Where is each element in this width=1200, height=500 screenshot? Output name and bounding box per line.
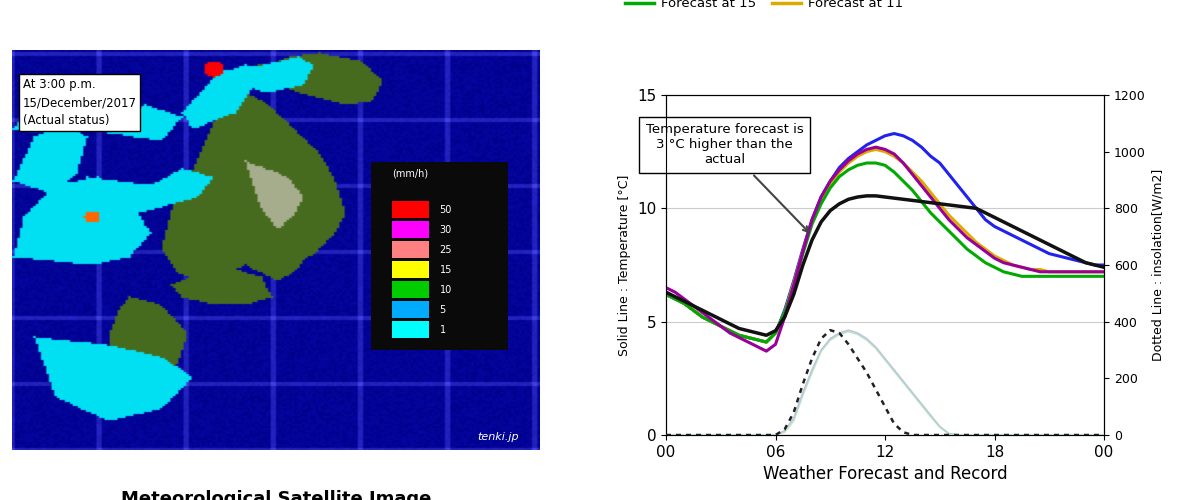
- X-axis label: Weather Forecast and Record: Weather Forecast and Record: [763, 466, 1007, 483]
- Bar: [392, 321, 430, 338]
- Text: 15: 15: [439, 264, 452, 274]
- Text: 10: 10: [439, 284, 452, 294]
- Text: tenki.jp: tenki.jp: [478, 432, 518, 442]
- Bar: [371, 162, 509, 350]
- Y-axis label: Solid Line : Temperature [°C]: Solid Line : Temperature [°C]: [618, 174, 631, 356]
- Bar: [392, 281, 430, 298]
- Text: 30: 30: [439, 224, 452, 234]
- Text: Temperature forecast is
3 °C higher than the
actual: Temperature forecast is 3 °C higher than…: [646, 124, 809, 232]
- Text: (mm/h): (mm/h): [392, 168, 428, 178]
- Bar: [392, 201, 430, 218]
- Text: 1: 1: [439, 324, 446, 334]
- Bar: [392, 261, 430, 278]
- Bar: [392, 221, 430, 238]
- Text: 5: 5: [439, 304, 446, 314]
- Text: At 3:00 p.m.
15/December/2017
(Actual status): At 3:00 p.m. 15/December/2017 (Actual st…: [23, 78, 137, 127]
- Text: Meteorological Satellite Image: Meteorological Satellite Image: [121, 490, 431, 500]
- Text: 25: 25: [439, 244, 452, 254]
- Legend: Forecast at  6, Forecast at 15, Actual data, Forecast at 11, Forecast at 19: Forecast at 6, Forecast at 15, Actual da…: [620, 0, 1055, 16]
- Y-axis label: Dotted Line : insolation[W/m2]: Dotted Line : insolation[W/m2]: [1151, 169, 1164, 361]
- Bar: [392, 301, 430, 318]
- Text: 50: 50: [439, 204, 452, 214]
- Bar: [392, 241, 430, 258]
